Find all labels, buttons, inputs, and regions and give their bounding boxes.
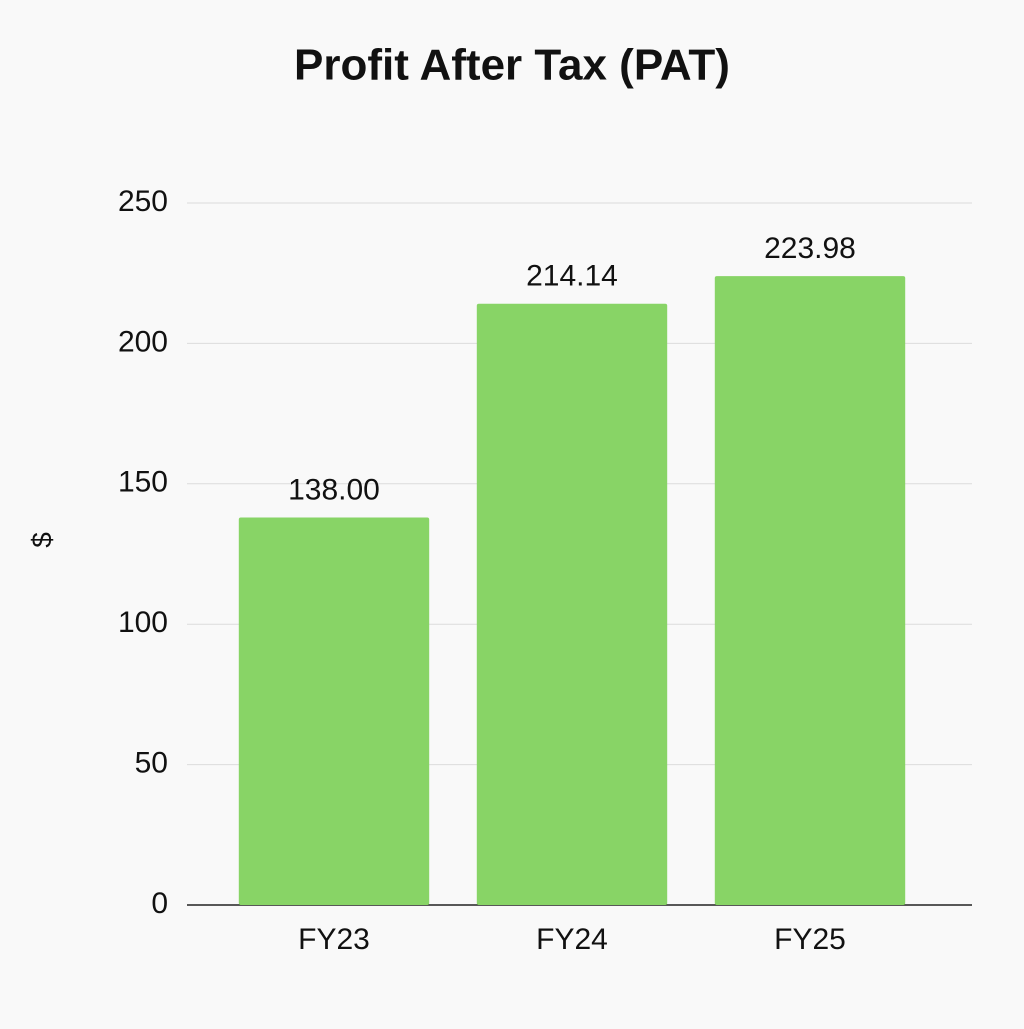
chart-title: Profit After Tax (PAT) <box>294 41 730 90</box>
value-label: 223.98 <box>764 232 856 265</box>
bar <box>238 517 430 905</box>
y-tick-label: 200 <box>118 325 168 358</box>
y-axis-label: $ <box>26 532 57 548</box>
y-tick-label: 150 <box>118 466 168 499</box>
bar <box>714 276 906 905</box>
y-tick-label: 250 <box>118 185 168 218</box>
bar <box>476 303 668 905</box>
y-tick-label: 0 <box>151 887 168 920</box>
y-tick-label: 100 <box>118 606 168 639</box>
x-tick-label: FY23 <box>298 923 370 956</box>
y-tick-label: 50 <box>135 747 168 780</box>
value-label: 138.00 <box>288 473 380 506</box>
x-tick-label: FY25 <box>774 923 846 956</box>
value-label: 214.14 <box>526 260 618 293</box>
x-tick-label: FY24 <box>536 923 608 956</box>
